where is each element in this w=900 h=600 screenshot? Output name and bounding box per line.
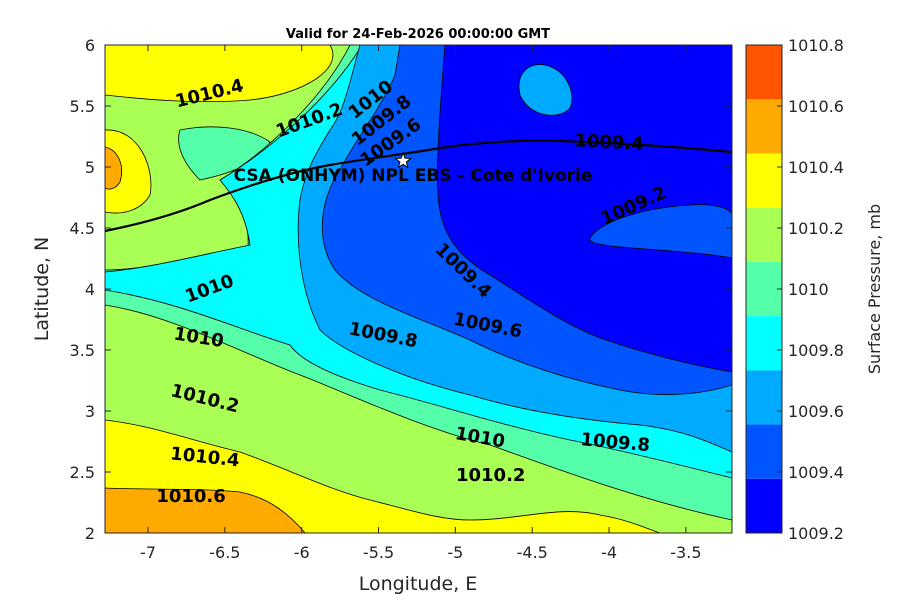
y-tick-label: 5 [85,158,95,177]
site-marker: CSA (ONHYM) NPL EBS - Cote d'Ivorie [234,151,593,186]
fill-1009-2-core [437,45,732,373]
colorbar-tick-label: 1010.6 [788,97,844,116]
site-label: CSA (ONHYM) NPL EBS - Cote d'Ivorie [234,166,593,186]
fill-1010-4-north [105,45,334,103]
colorbar-swatch [746,45,782,100]
colorbar: 1009.2 1009.4 1009.6 1009.8 1010 1010.2 1010.4… [745,36,844,543]
contour-fills [105,45,732,533]
colorbar-tick-label: 1010 [788,280,829,299]
colorbar-tick-label: 1009.6 [788,402,844,421]
x-axis-title: Longitude, E [359,573,478,595]
colorbar-swatch [746,478,782,533]
x-tick-label: -4 [601,543,617,562]
y-tick-label: 5.5 [70,97,95,116]
x-tick-label: -7 [140,543,156,562]
y-tick-label: 2.5 [70,463,95,482]
x-tick-label: -5.5 [363,543,394,562]
y-axis-title: Latitude, N [31,237,53,342]
colorbar-swatch [746,424,782,479]
y-tick-label: 4 [85,280,95,299]
colorbar-tick-label: 1009.4 [788,463,844,482]
colorbar-tick-label: 1009.2 [788,524,844,543]
y-tick-label: 4.5 [70,219,95,238]
x-tick-label: -3.5 [670,543,701,562]
y-tick-label: 6 [85,36,95,55]
colorbar-tick-label: 1010.2 [788,219,844,238]
colorbar-swatch [746,370,782,425]
x-tick-label: -6.5 [209,543,240,562]
x-tick-label: -6 [294,543,310,562]
site-star-icon [394,151,412,169]
y-tick-label: 3 [85,402,95,421]
y-tick-label: 3.5 [70,341,95,360]
x-tick-label: -5 [447,543,463,562]
colorbar-swatch [746,261,782,317]
contour-label: 1010.6 [156,486,225,507]
colorbar-tick-label: 1009.8 [788,341,844,360]
colorbar-tick-label: 1010.8 [788,36,844,55]
contour-label: 1009.4 [574,130,644,155]
colorbar-swatch [746,153,782,208]
colorbar-swatch [746,99,782,154]
fill-1010-6-west [105,146,122,190]
fill-1010-4-west [105,129,152,214]
x-tick-label: -4.5 [517,543,548,562]
chart-title: Valid for 24-Feb-2026 00:00:00 GMT [286,27,550,42]
fill-1009-6-island [518,64,573,116]
colorbar-tick-label: 1010.4 [788,158,844,177]
coastline [105,139,732,233]
colorbar-swatch [746,316,782,371]
fill-1009-4-pocket [589,204,732,259]
contour-label: 1010.2 [456,465,525,486]
y-axis-ticks: 2 2.5 3 3.5 4 4.5 5 5.5 6 [70,36,732,543]
colorbar-swatch [746,207,782,262]
y-tick-label: 2 [85,524,95,543]
colorbar-title: Surface Pressure, mb [865,204,884,374]
x-axis-ticks: -7 -6.5 -6 -5.5 -5 -4.5 -4 -3.5 [140,45,702,562]
fill-1010-6-south [105,487,306,533]
